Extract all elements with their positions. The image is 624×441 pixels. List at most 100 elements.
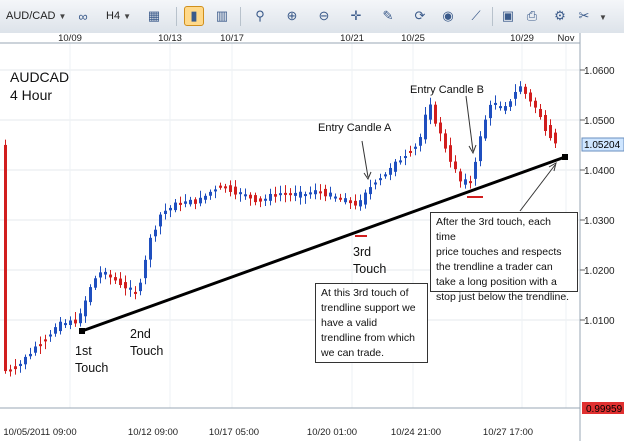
chart-type-icon[interactable]: ▦ — [147, 8, 161, 23]
zoom-out-icon[interactable]: ⊖ — [318, 8, 330, 23]
price-tick-label: 1.0400 — [584, 166, 615, 177]
top-date-label: 10/29 — [510, 33, 534, 44]
separator — [176, 7, 177, 26]
symbol-label: AUD/CAD — [6, 10, 56, 22]
print-icon[interactable]: ⎙ — [526, 8, 538, 23]
candle — [259, 196, 262, 208]
candle — [44, 334, 47, 350]
candle — [469, 175, 472, 189]
zoom-in-icon[interactable]: ⊕ — [286, 8, 298, 23]
candle — [349, 197, 352, 210]
candle — [364, 189, 367, 209]
candle — [519, 81, 522, 95]
touch-1-label: 1st Touch — [75, 343, 108, 377]
candle — [334, 193, 337, 202]
chevron-down-icon: ▼ — [599, 13, 607, 22]
candle — [224, 183, 227, 193]
candle — [534, 97, 537, 114]
candle — [89, 284, 92, 306]
candle — [544, 110, 547, 136]
symbol-selector[interactable]: AUD/CAD ▼ — [6, 5, 66, 27]
separator — [492, 7, 493, 26]
candle — [114, 272, 117, 285]
candle — [379, 173, 382, 186]
candle — [164, 203, 167, 220]
candle — [339, 193, 342, 202]
pencil-icon[interactable]: ✎ — [382, 8, 394, 23]
candle — [54, 323, 57, 337]
touch-3-line: Touch — [353, 262, 387, 276]
touch-2-line: 2nd — [130, 327, 151, 341]
top-date-label: 10/17 — [220, 33, 244, 44]
candle — [169, 205, 172, 218]
candle — [554, 128, 557, 148]
crosshair-icon[interactable]: ✛ — [350, 8, 362, 23]
candle — [399, 156, 402, 165]
entry-candle-b-label: Entry Candle B — [410, 84, 484, 96]
candle — [284, 185, 287, 203]
candle — [329, 186, 332, 200]
separator — [240, 7, 241, 26]
candle — [394, 159, 397, 177]
candle — [34, 341, 37, 356]
note-line: After the 3rd touch, each time — [436, 216, 551, 243]
candle — [499, 101, 502, 111]
candle — [174, 198, 177, 213]
candlestick-icon[interactable]: ▮ — [184, 6, 204, 26]
candle — [209, 189, 212, 200]
candle — [344, 193, 347, 205]
palette-icon[interactable]: ◉ — [442, 8, 454, 23]
timeframe-selector[interactable]: H4 ▼ — [106, 5, 131, 27]
note-line: take a long position with a — [436, 276, 557, 288]
candle — [69, 316, 72, 330]
candle — [184, 194, 187, 208]
image-icon[interactable]: ▣ — [501, 8, 515, 23]
candle — [84, 296, 87, 323]
top-date-label: Nov — [558, 33, 575, 44]
price-axis: 1.0600 1.0500 1.0400 1.0300 1.0200 1.0100 — [580, 66, 615, 327]
bottom-price-tag: 0.99959 — [582, 402, 624, 415]
entry-candle-a-label: Entry Candle A — [318, 122, 392, 134]
ruler-icon[interactable]: ⟋ — [471, 8, 481, 23]
candle — [449, 137, 452, 168]
candle — [229, 180, 232, 197]
settings-icon[interactable]: ⚙ — [554, 8, 566, 23]
note-line: we can trade. — [321, 347, 385, 359]
candle — [189, 196, 192, 207]
candle — [74, 312, 77, 327]
candle — [274, 186, 277, 203]
tools-icon[interactable]: ✂ — [578, 8, 590, 23]
zoom-icon[interactable]: ⚲ — [255, 8, 265, 23]
candle — [369, 179, 372, 200]
price-tick-label: 1.0600 — [584, 66, 615, 77]
callout-arrows — [361, 95, 557, 212]
candle — [299, 185, 302, 205]
candle — [204, 193, 207, 204]
refresh-icon[interactable]: ⟳ — [414, 8, 426, 23]
third-touch-note: At this 3rd touch of trendline support w… — [315, 283, 428, 363]
note-line: have a valid — [321, 317, 378, 329]
candle — [14, 358, 17, 375]
bottom-date-label: 10/17 05:00 — [209, 427, 259, 438]
note-line: At this 3rd touch of — [321, 287, 409, 299]
trendline-handle[interactable] — [562, 154, 568, 160]
candle — [4, 139, 7, 374]
candle — [24, 354, 27, 370]
candle — [249, 192, 252, 206]
candle — [549, 119, 552, 141]
candle — [384, 172, 387, 179]
candle — [134, 286, 137, 300]
bar-chart-icon[interactable]: ▥ — [215, 8, 229, 23]
touch-1-line: Touch — [75, 361, 109, 375]
link-icon[interactable]: ∞ — [78, 8, 88, 24]
candle — [124, 275, 127, 296]
candle — [529, 89, 532, 107]
trendline-handle[interactable] — [79, 328, 85, 334]
candle — [29, 347, 32, 360]
price-tick-label: 1.0500 — [584, 116, 615, 127]
current-price-label: 1.05204 — [584, 140, 621, 151]
candle — [239, 188, 242, 202]
candle — [459, 168, 462, 188]
bottom-date-label: 10/05/2011 09:00 — [3, 427, 76, 438]
chart-toolbar: AUD/CAD ▼ ∞ H4 ▼ ▦ ▮ ▥ ⚲ ⊕ ⊖ ✛ ✎ ⟳ ◉ ⟋ ▣ ⎙… — [0, 0, 624, 34]
